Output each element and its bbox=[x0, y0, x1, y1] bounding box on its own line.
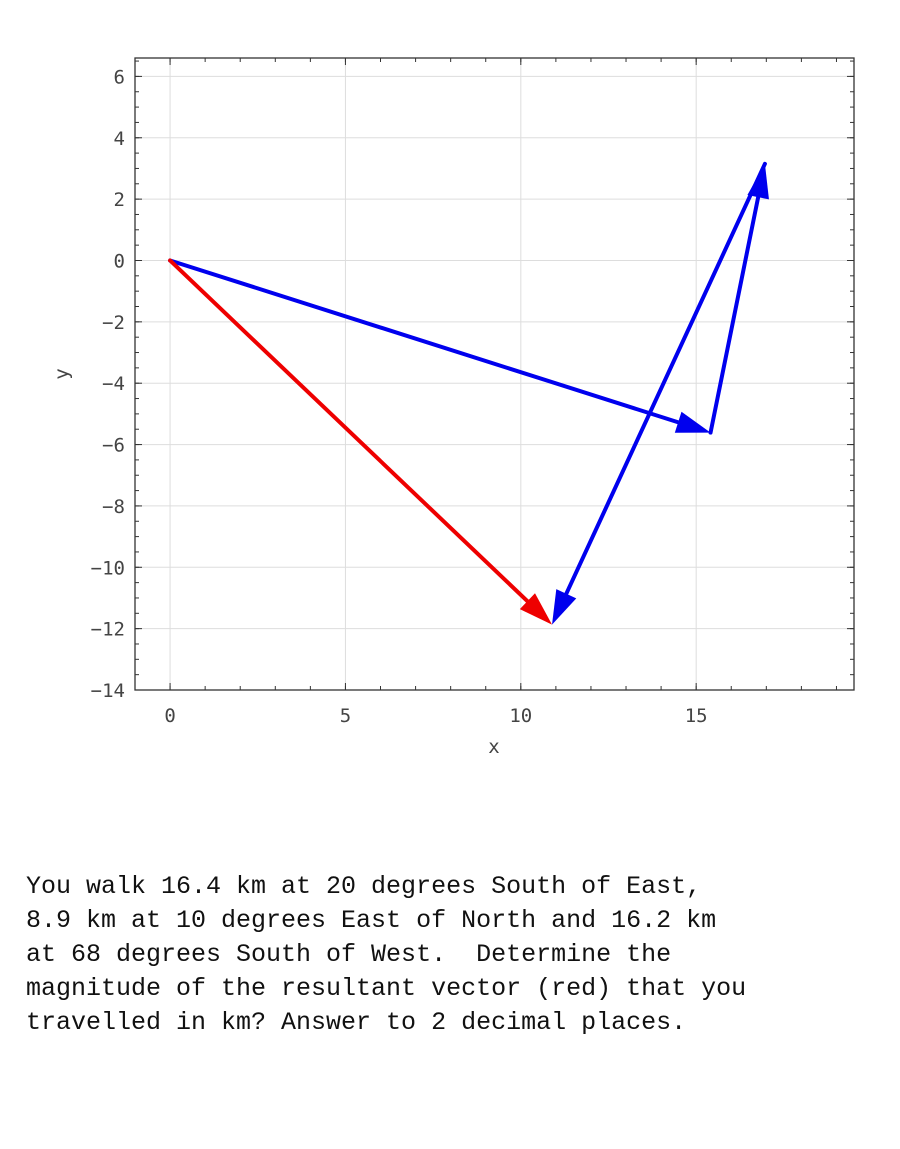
x-tick-label: 10 bbox=[509, 705, 532, 727]
tick-labels: 0 5 10 15 6 4 2 0 −2 −4 −6 −8 −10 −12 −14 bbox=[91, 66, 708, 727]
vector-3-arrowhead bbox=[552, 589, 577, 625]
grid-lines bbox=[135, 58, 854, 691]
vector-1-shaft bbox=[168, 258, 684, 426]
vector-3-shaft bbox=[562, 161, 767, 600]
x-tick-label: 5 bbox=[340, 705, 351, 727]
plot-frame bbox=[134, 57, 855, 691]
x-tick-label: 0 bbox=[164, 705, 175, 727]
x-axis-label: x bbox=[488, 736, 499, 758]
y-tick-label: −10 bbox=[91, 557, 125, 579]
minor-ticks bbox=[134, 58, 854, 691]
vector-1-arrowhead bbox=[674, 411, 711, 433]
y-tick-label: −12 bbox=[91, 619, 125, 641]
y-tick-label: −14 bbox=[91, 680, 125, 702]
y-tick-label: −2 bbox=[102, 312, 125, 334]
resultant-vector-shaft bbox=[168, 258, 533, 606]
y-tick-label: −6 bbox=[102, 435, 125, 457]
x-tick-label: 15 bbox=[685, 705, 708, 727]
y-tick-label: −8 bbox=[102, 496, 125, 518]
resultant-vector-arrowhead bbox=[519, 593, 553, 625]
vectors bbox=[168, 161, 769, 625]
y-tick-label: −4 bbox=[102, 373, 125, 395]
question-text: You walk 16.4 km at 20 degrees South of … bbox=[26, 872, 747, 1037]
y-axis-label: y bbox=[51, 368, 73, 379]
y-tick-label: 0 bbox=[114, 250, 125, 272]
y-tick-label: 4 bbox=[114, 128, 125, 150]
y-tick-label: 6 bbox=[114, 66, 125, 88]
vector-chart: 0 5 10 15 6 4 2 0 −2 −4 −6 −8 −10 −12 −14 x y bbox=[51, 57, 855, 758]
vector-2-shaft bbox=[708, 191, 761, 435]
y-tick-label: 2 bbox=[114, 189, 125, 211]
